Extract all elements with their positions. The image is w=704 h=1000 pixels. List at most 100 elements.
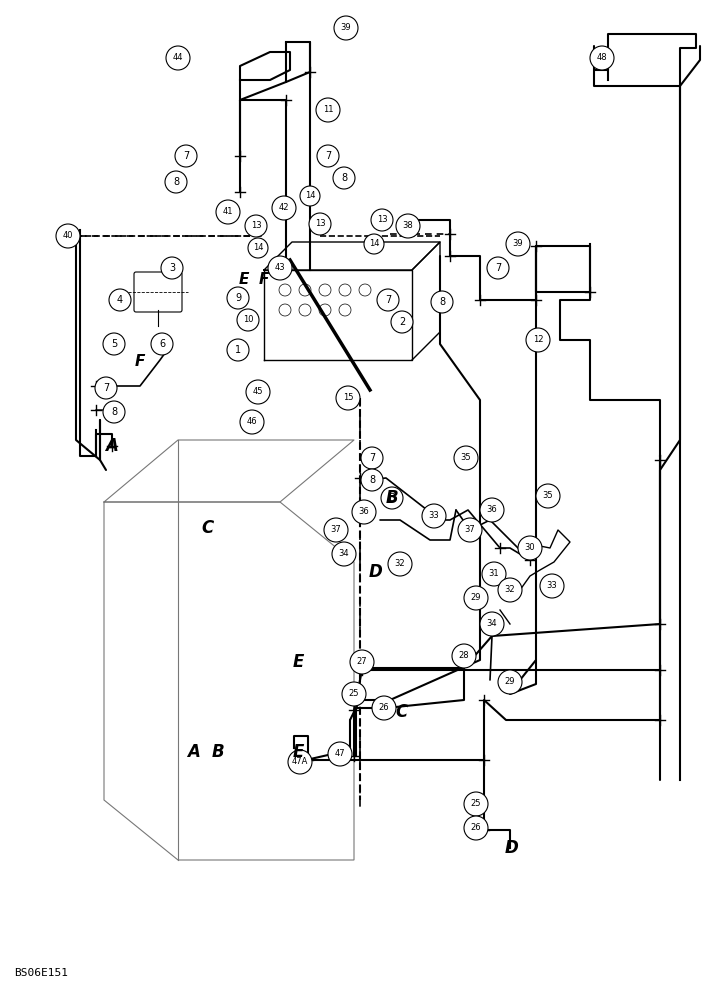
Text: 45: 45 (253, 387, 263, 396)
Circle shape (268, 256, 292, 280)
Circle shape (309, 213, 331, 235)
Circle shape (364, 234, 384, 254)
Text: 27: 27 (357, 658, 367, 666)
Text: 28: 28 (459, 652, 470, 660)
Circle shape (227, 339, 249, 361)
Text: B: B (386, 489, 398, 507)
Circle shape (288, 750, 312, 774)
Circle shape (361, 447, 383, 469)
Text: 36: 36 (486, 506, 497, 514)
Circle shape (506, 232, 530, 256)
Text: 8: 8 (111, 407, 117, 417)
Circle shape (109, 289, 131, 311)
Text: B: B (212, 743, 225, 761)
Circle shape (175, 145, 197, 167)
Circle shape (391, 311, 413, 333)
Circle shape (480, 498, 504, 522)
Circle shape (431, 291, 453, 313)
Text: 7: 7 (385, 295, 391, 305)
Circle shape (272, 196, 296, 220)
Text: 6: 6 (159, 339, 165, 349)
Text: BS06E151: BS06E151 (14, 968, 68, 978)
Circle shape (487, 257, 509, 279)
Text: 31: 31 (489, 570, 499, 578)
Text: 29: 29 (471, 593, 482, 602)
Text: 29: 29 (505, 678, 515, 686)
Circle shape (361, 469, 383, 491)
Circle shape (454, 446, 478, 470)
Text: 38: 38 (403, 222, 413, 231)
Circle shape (227, 287, 249, 309)
Circle shape (165, 171, 187, 193)
Circle shape (377, 289, 399, 311)
Text: E: E (292, 653, 303, 671)
Circle shape (396, 214, 420, 238)
Circle shape (248, 238, 268, 258)
Text: 2: 2 (399, 317, 405, 327)
Text: 15: 15 (343, 393, 353, 402)
Circle shape (464, 792, 488, 816)
Text: 8: 8 (173, 177, 179, 187)
Text: 30: 30 (524, 544, 535, 552)
Circle shape (464, 586, 488, 610)
Circle shape (246, 380, 270, 404)
Circle shape (540, 574, 564, 598)
Text: 25: 25 (471, 800, 482, 808)
Text: F: F (259, 272, 269, 288)
Circle shape (422, 504, 446, 528)
Circle shape (480, 612, 504, 636)
Text: 32: 32 (395, 560, 406, 568)
Circle shape (103, 401, 125, 423)
Text: 43: 43 (275, 263, 285, 272)
Circle shape (342, 682, 366, 706)
Text: 48: 48 (597, 53, 608, 62)
Text: 34: 34 (486, 619, 497, 629)
Circle shape (245, 215, 267, 237)
Circle shape (482, 562, 506, 586)
Text: D: D (369, 563, 383, 581)
Text: A: A (106, 437, 118, 455)
Text: 10: 10 (243, 316, 253, 324)
Circle shape (95, 377, 117, 399)
Text: 1: 1 (235, 345, 241, 355)
Circle shape (381, 487, 403, 509)
Text: 37: 37 (465, 526, 475, 534)
Text: 14: 14 (305, 192, 315, 200)
Text: 44: 44 (172, 53, 183, 62)
Text: 13: 13 (315, 220, 325, 229)
Text: 35: 35 (543, 491, 553, 500)
Text: 12: 12 (533, 336, 543, 344)
Text: D: D (505, 839, 519, 857)
Circle shape (350, 650, 374, 674)
Text: 40: 40 (63, 232, 73, 240)
Circle shape (333, 167, 355, 189)
Circle shape (332, 542, 356, 566)
Text: 7: 7 (183, 151, 189, 161)
Text: 5: 5 (111, 339, 117, 349)
Text: 26: 26 (379, 704, 389, 712)
Text: E: E (239, 272, 249, 288)
Text: 7: 7 (495, 263, 501, 273)
Circle shape (334, 16, 358, 40)
Text: C: C (202, 519, 214, 537)
Circle shape (498, 670, 522, 694)
Circle shape (216, 200, 240, 224)
Circle shape (372, 696, 396, 720)
Text: 8: 8 (341, 173, 347, 183)
Text: 3: 3 (169, 263, 175, 273)
Circle shape (237, 309, 259, 331)
Circle shape (316, 98, 340, 122)
Text: B: B (389, 493, 396, 503)
Text: 8: 8 (369, 475, 375, 485)
Text: 34: 34 (339, 550, 349, 558)
Text: 33: 33 (429, 512, 439, 520)
Circle shape (464, 816, 488, 840)
Circle shape (300, 186, 320, 206)
Text: 42: 42 (279, 204, 289, 213)
Circle shape (590, 46, 614, 70)
Text: 47: 47 (334, 750, 346, 758)
Circle shape (371, 209, 393, 231)
Text: 26: 26 (471, 824, 482, 832)
Text: 14: 14 (369, 239, 379, 248)
Text: 7: 7 (103, 383, 109, 393)
